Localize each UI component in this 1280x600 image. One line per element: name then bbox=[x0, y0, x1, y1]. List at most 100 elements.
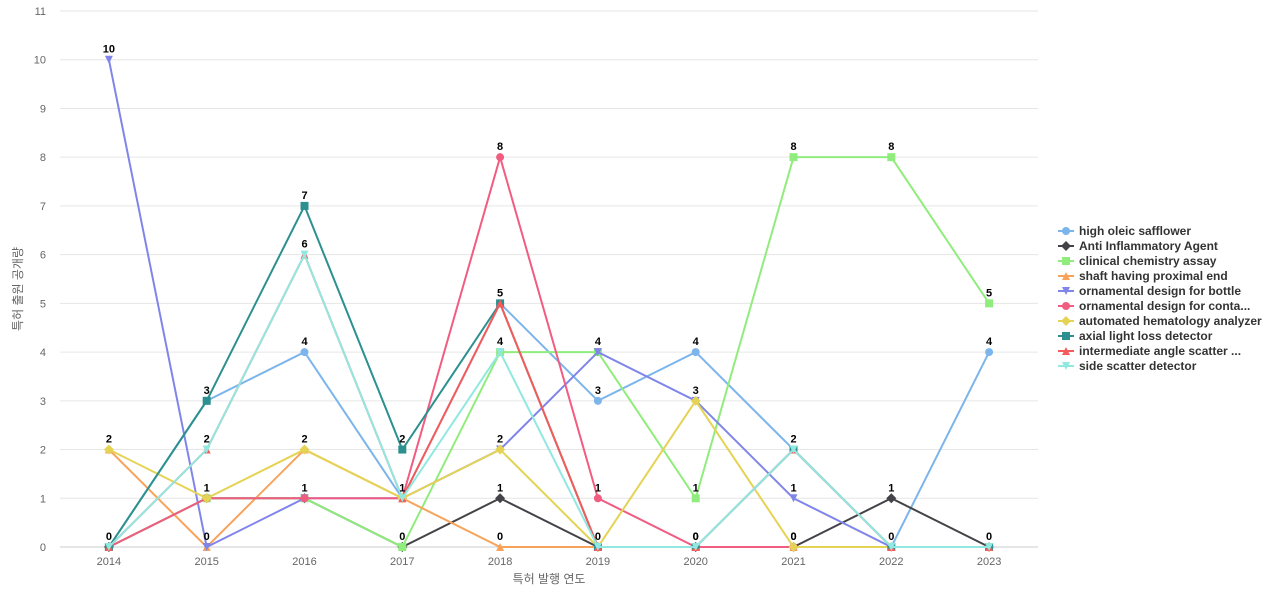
data-label: 0 bbox=[790, 531, 796, 543]
data-label: 0 bbox=[399, 531, 405, 543]
data-label: 4 bbox=[693, 336, 700, 348]
legend-marker bbox=[1062, 347, 1070, 355]
data-label: 2 bbox=[790, 434, 796, 446]
series-line[interactable] bbox=[108, 203, 990, 548]
legend-label: side scatter detector bbox=[1079, 359, 1197, 373]
data-point-marker[interactable] bbox=[202, 445, 211, 454]
data-point-marker[interactable] bbox=[789, 445, 798, 454]
data-point-marker[interactable] bbox=[593, 494, 602, 503]
data-point-marker[interactable] bbox=[300, 348, 309, 357]
data-point-marker[interactable] bbox=[496, 153, 505, 162]
data-point-marker[interactable] bbox=[300, 250, 309, 259]
legend-marker bbox=[1062, 227, 1070, 235]
y-tick-label: 1 bbox=[40, 493, 46, 505]
series-line[interactable] bbox=[107, 59, 990, 549]
data-point-marker[interactable] bbox=[691, 348, 700, 357]
data-label: 2 bbox=[301, 434, 307, 446]
x-tick-label: 2019 bbox=[586, 556, 610, 568]
data-label: 1 bbox=[595, 482, 601, 494]
data-point-marker[interactable] bbox=[496, 543, 505, 551]
legend-marker bbox=[1062, 257, 1070, 265]
data-point-marker[interactable] bbox=[593, 543, 602, 551]
data-point-marker[interactable] bbox=[593, 396, 602, 405]
data-point-marker[interactable] bbox=[398, 445, 407, 454]
legend-label: ornamental design for bottle bbox=[1079, 284, 1241, 298]
y-tick-label: 9 bbox=[40, 103, 46, 115]
series-line[interactable] bbox=[108, 497, 990, 549]
data-point-marker[interactable] bbox=[495, 493, 506, 504]
data-point-marker[interactable] bbox=[496, 348, 505, 357]
data-label: 7 bbox=[301, 190, 307, 202]
data-point-marker[interactable] bbox=[202, 396, 211, 405]
legend-marker bbox=[1062, 362, 1070, 370]
legend-item[interactable]: automated hematology analyzer bbox=[1058, 314, 1262, 328]
data-point-marker[interactable] bbox=[691, 494, 700, 503]
legend-item[interactable]: shaft having proximal end bbox=[1058, 269, 1228, 283]
data-label: 1 bbox=[301, 482, 307, 494]
data-point-marker[interactable] bbox=[690, 395, 701, 406]
legend-marker bbox=[1062, 332, 1070, 340]
y-tick-label: 5 bbox=[40, 298, 46, 310]
data-point-marker[interactable] bbox=[789, 494, 798, 503]
y-tick-label: 11 bbox=[35, 6, 46, 18]
y-axis-title: 특허 출원 공개량 bbox=[11, 247, 25, 331]
data-point-marker[interactable] bbox=[496, 299, 505, 308]
legend-item[interactable]: Anti Inflammatory Agent bbox=[1058, 239, 1218, 253]
legend-label: intermediate angle scatter ... bbox=[1079, 344, 1241, 358]
data-label: 4 bbox=[595, 336, 602, 348]
legend-item[interactable]: intermediate angle scatter ... bbox=[1058, 344, 1241, 358]
legend-item[interactable]: clinical chemistry assay bbox=[1058, 254, 1217, 268]
data-label: 0 bbox=[204, 531, 210, 543]
data-point-marker[interactable] bbox=[788, 542, 799, 552]
data-point-marker[interactable] bbox=[691, 543, 700, 551]
data-label: 8 bbox=[497, 141, 503, 153]
data-point-marker[interactable] bbox=[887, 153, 896, 162]
data-label: 0 bbox=[888, 531, 894, 543]
data-point-marker[interactable] bbox=[104, 55, 113, 64]
data-point-marker[interactable] bbox=[886, 493, 897, 504]
data-point-marker[interactable] bbox=[202, 543, 211, 551]
data-point-marker[interactable] bbox=[398, 543, 407, 551]
data-label: 1 bbox=[693, 482, 699, 494]
series-line[interactable] bbox=[108, 252, 990, 548]
data-point-marker[interactable] bbox=[299, 444, 310, 455]
data-label: 6 bbox=[301, 239, 307, 251]
data-label: 3 bbox=[693, 385, 699, 397]
series-group bbox=[103, 395, 995, 552]
y-tick-label: 0 bbox=[40, 542, 46, 554]
data-label: 10 bbox=[103, 44, 115, 56]
legend-item[interactable]: ornamental design for bottle bbox=[1058, 284, 1241, 298]
data-point-marker[interactable] bbox=[789, 153, 798, 162]
data-point-marker[interactable] bbox=[103, 444, 114, 455]
data-label: 1 bbox=[399, 482, 405, 494]
data-point-marker[interactable] bbox=[300, 494, 309, 503]
data-point-marker[interactable] bbox=[985, 348, 994, 357]
data-point-marker[interactable] bbox=[887, 543, 896, 551]
legend-label: ornamental design for conta... bbox=[1079, 299, 1250, 313]
data-point-marker[interactable] bbox=[201, 493, 212, 504]
legend-item[interactable]: high oleic safflower bbox=[1058, 224, 1191, 238]
grid-layer bbox=[60, 10, 1038, 548]
data-point-marker[interactable] bbox=[104, 543, 113, 551]
data-label: 1 bbox=[497, 482, 503, 494]
x-tick-label: 2023 bbox=[977, 556, 1001, 568]
data-label: 1 bbox=[888, 482, 894, 494]
y-tick-label: 3 bbox=[40, 396, 46, 408]
x-tick-label: 2022 bbox=[879, 556, 903, 568]
data-point-marker[interactable] bbox=[495, 444, 506, 455]
data-point-marker[interactable] bbox=[593, 348, 602, 357]
data-point-marker[interactable] bbox=[985, 299, 994, 308]
series-line[interactable] bbox=[108, 399, 990, 549]
y-tick-label: 6 bbox=[40, 250, 46, 262]
x-tick-label: 2016 bbox=[292, 556, 316, 568]
legend-item[interactable]: axial light loss detector bbox=[1058, 329, 1213, 343]
data-point-marker[interactable] bbox=[398, 494, 407, 503]
legend-item[interactable]: ornamental design for conta... bbox=[1058, 299, 1250, 313]
data-label: 3 bbox=[204, 385, 210, 397]
legend-item[interactable]: side scatter detector bbox=[1058, 359, 1197, 373]
y-tick-label: 10 bbox=[34, 55, 46, 67]
x-axis-title: 특허 발행 연도 bbox=[513, 571, 586, 586]
data-point-marker[interactable] bbox=[300, 201, 309, 210]
data-point-marker[interactable] bbox=[985, 543, 994, 551]
